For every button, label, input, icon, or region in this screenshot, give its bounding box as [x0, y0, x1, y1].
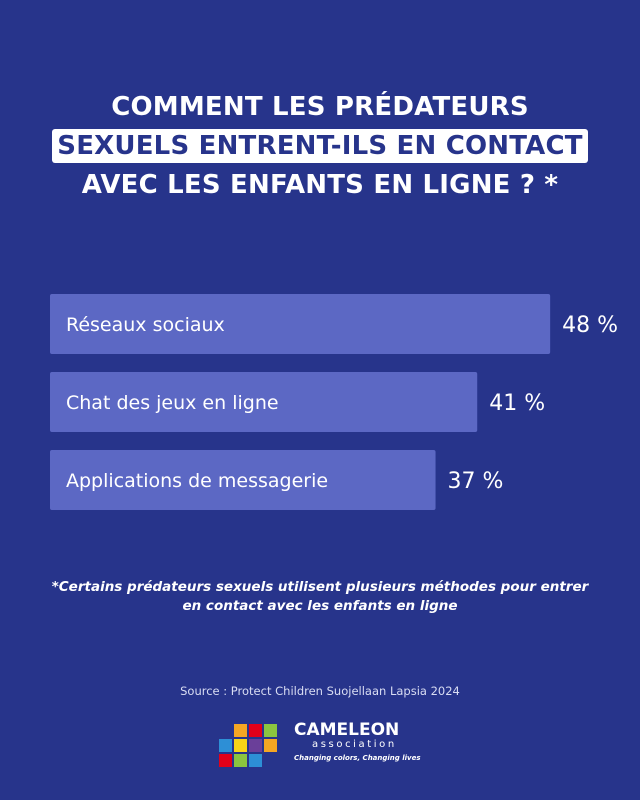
logo-subtitle: association [312, 739, 397, 750]
logo-name: CAMELEON [294, 720, 400, 740]
logo-square [234, 724, 247, 737]
logo-square [264, 739, 277, 752]
bar-label-1: Réseaux sociaux [66, 314, 225, 336]
bar-2 [50, 372, 478, 432]
page-title: COMMENT LES PRÉDATEURS SEXUELS ENTRENT-I… [0, 88, 640, 205]
logo-square [249, 754, 262, 767]
logo-square [234, 754, 247, 767]
title-line-2-highlight: SEXUELS ENTRENT-ILS EN CONTACT [52, 129, 588, 163]
logo-square [249, 724, 262, 737]
logo-square [234, 739, 247, 752]
title-line-1: COMMENT LES PRÉDATEURS [111, 92, 529, 122]
title-line-3: AVEC LES ENFANTS EN LIGNE ? * [81, 170, 559, 200]
logo-squares-icon [212, 722, 292, 770]
logo-square [219, 754, 232, 767]
source-text: Source : Protect Children Suojellaan Lap… [180, 684, 460, 698]
footnote: *Certains prédateurs sexuels utilisent p… [51, 579, 589, 614]
logo-square [249, 739, 262, 752]
value-label-2: 41 % [489, 391, 545, 416]
logo-tagline: Changing colors, Changing lives [294, 754, 421, 762]
cameleon-logo: CAMELEON association Changing colors, Ch… [212, 718, 432, 778]
logo-square [264, 724, 277, 737]
logo-square [219, 739, 232, 752]
bar-label-2: Chat des jeux en ligne [66, 392, 279, 414]
bar-3 [50, 450, 436, 510]
bar-label-3: Applications de messagerie [66, 470, 328, 492]
value-label-1: 48 % [562, 313, 618, 338]
value-label-3: 37 % [448, 469, 504, 494]
bar-1 [50, 294, 551, 354]
